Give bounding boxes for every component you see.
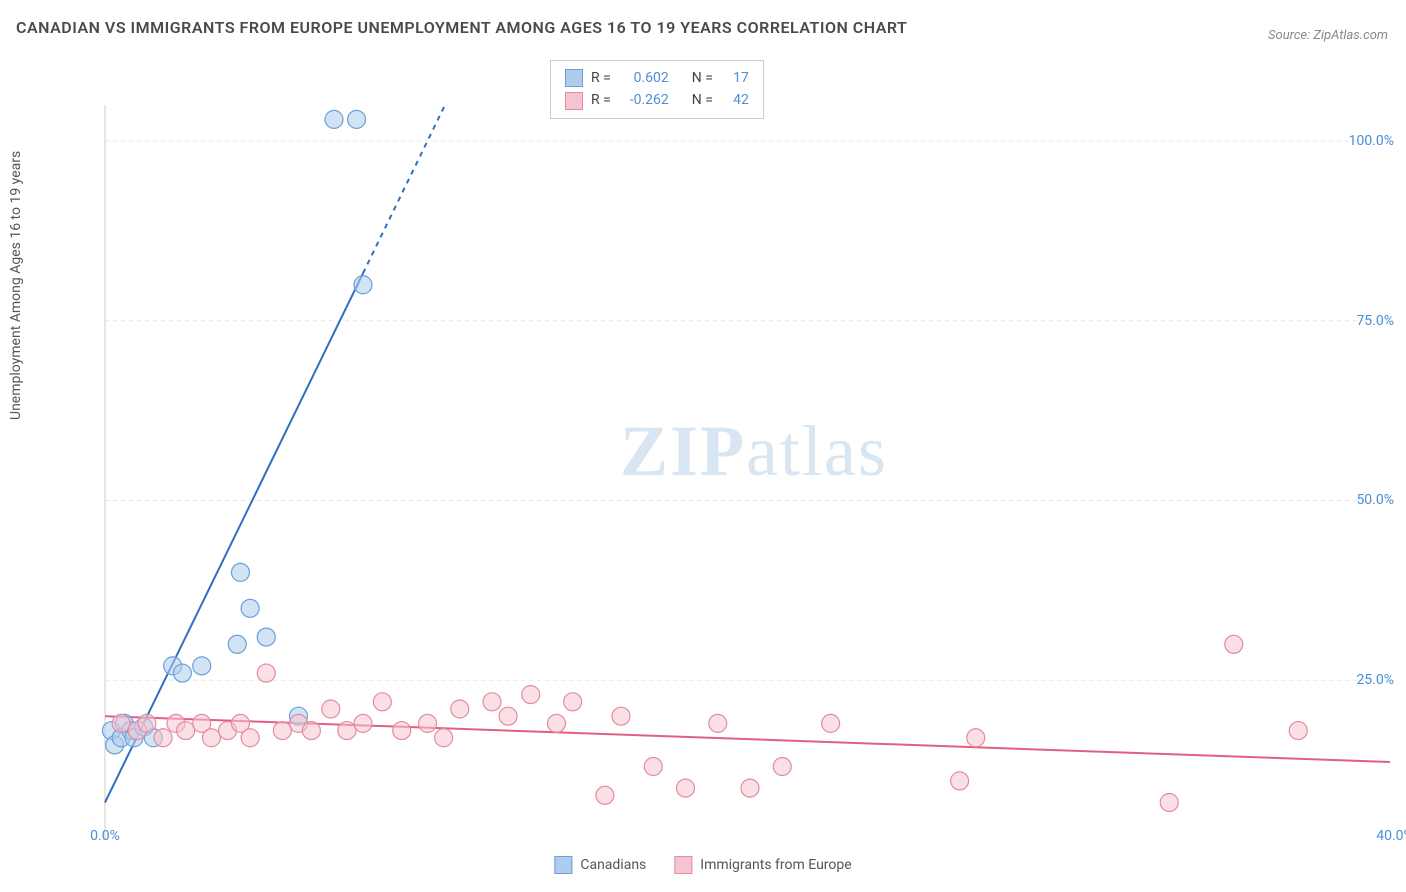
chart-title: CANADIAN VS IMMIGRANTS FROM EUROPE UNEMP… [16,18,907,37]
stats-r-label: R = [591,67,611,89]
source-attribution: Source: ZipAtlas.com [1268,28,1388,43]
stats-legend-box: R = 0.602 N = 17 R = -0.262 N = 42 [550,60,764,119]
legend-label-series1: Canadians [580,857,646,873]
x-tick-label: 40.0% [1376,828,1406,844]
stats-swatch-series1 [565,69,583,87]
stats-n-label: N = [692,67,713,89]
legend-swatch-series1 [554,856,572,874]
y-axis-label: Unemployment Among Ages 16 to 19 years [8,151,24,420]
y-tick-label: 25.0% [1356,672,1394,688]
stats-row-series2: R = -0.262 N = 42 [565,89,749,111]
stats-n-value-series2: 42 [721,89,749,111]
legend-label-series2: Immigrants from Europe [700,857,851,873]
stats-r-value-series1: 0.602 [619,67,669,89]
legend-item-series1: Canadians [554,856,646,874]
legend-bottom: Canadians Immigrants from Europe [554,856,851,874]
legend-item-series2: Immigrants from Europe [674,856,851,874]
legend-swatch-series2 [674,856,692,874]
y-tick-label: 75.0% [1356,313,1394,329]
stats-swatch-series2 [565,92,583,110]
stats-n-value-series1: 17 [721,67,749,89]
y-tick-label: 100.0% [1349,133,1394,149]
stats-n-label: N = [692,89,713,111]
stats-row-series1: R = 0.602 N = 17 [565,67,749,89]
scatter-chart [50,50,1390,840]
y-tick-label: 50.0% [1356,492,1394,508]
stats-r-value-series2: -0.262 [619,89,669,111]
stats-r-label: R = [591,89,611,111]
x-tick-label: 0.0% [90,828,120,844]
